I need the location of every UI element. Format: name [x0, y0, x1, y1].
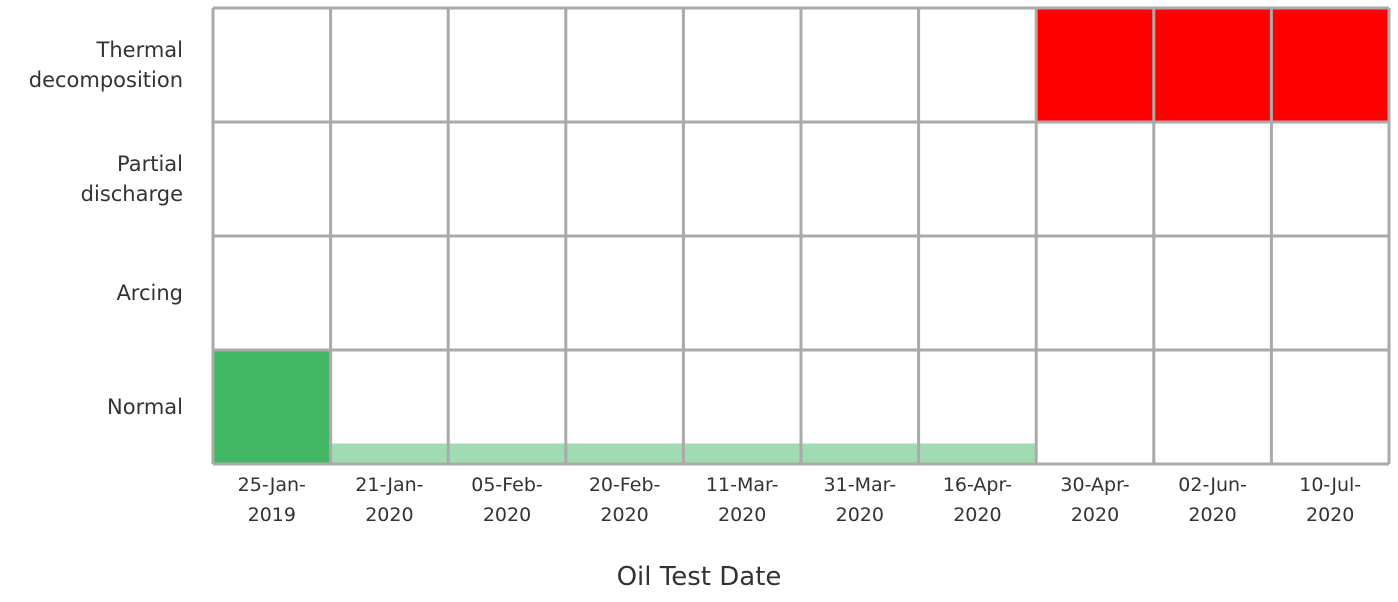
row-label: Normal [107, 395, 183, 419]
x-tick-label: 16-Apr-2020 [942, 474, 1012, 526]
x-tick-label: 30-Apr-2020 [1060, 474, 1130, 526]
cell [448, 443, 566, 464]
x-tick-label: 31-Mar-2020 [823, 474, 897, 526]
cell [801, 443, 919, 464]
cell [330, 443, 449, 464]
cell [1153, 8, 1272, 122]
x-tick-label: 11-Mar-2020 [705, 474, 779, 526]
x-tick-label: 02-Jun-2020 [1178, 474, 1247, 526]
x-tick-label: 21-Jan-2020 [355, 474, 424, 526]
cell [213, 350, 331, 464]
x-tick-label: 10-Jul-2020 [1299, 474, 1362, 526]
row-label: Arcing [116, 281, 183, 305]
cell [918, 443, 1037, 464]
x-tick-label: 25-Jan-2019 [237, 474, 306, 526]
cell [683, 443, 801, 464]
x-axis-title: Oil Test Date [616, 562, 782, 592]
row-label: Thermal decomposition [28, 38, 184, 92]
row-label: Partial discharge [80, 152, 184, 206]
cell [565, 443, 684, 464]
cell [1036, 8, 1154, 122]
cell [1271, 8, 1389, 122]
x-tick-label: 05-Feb-2020 [471, 474, 543, 526]
x-tick-label: 20-Feb-2020 [588, 474, 661, 526]
